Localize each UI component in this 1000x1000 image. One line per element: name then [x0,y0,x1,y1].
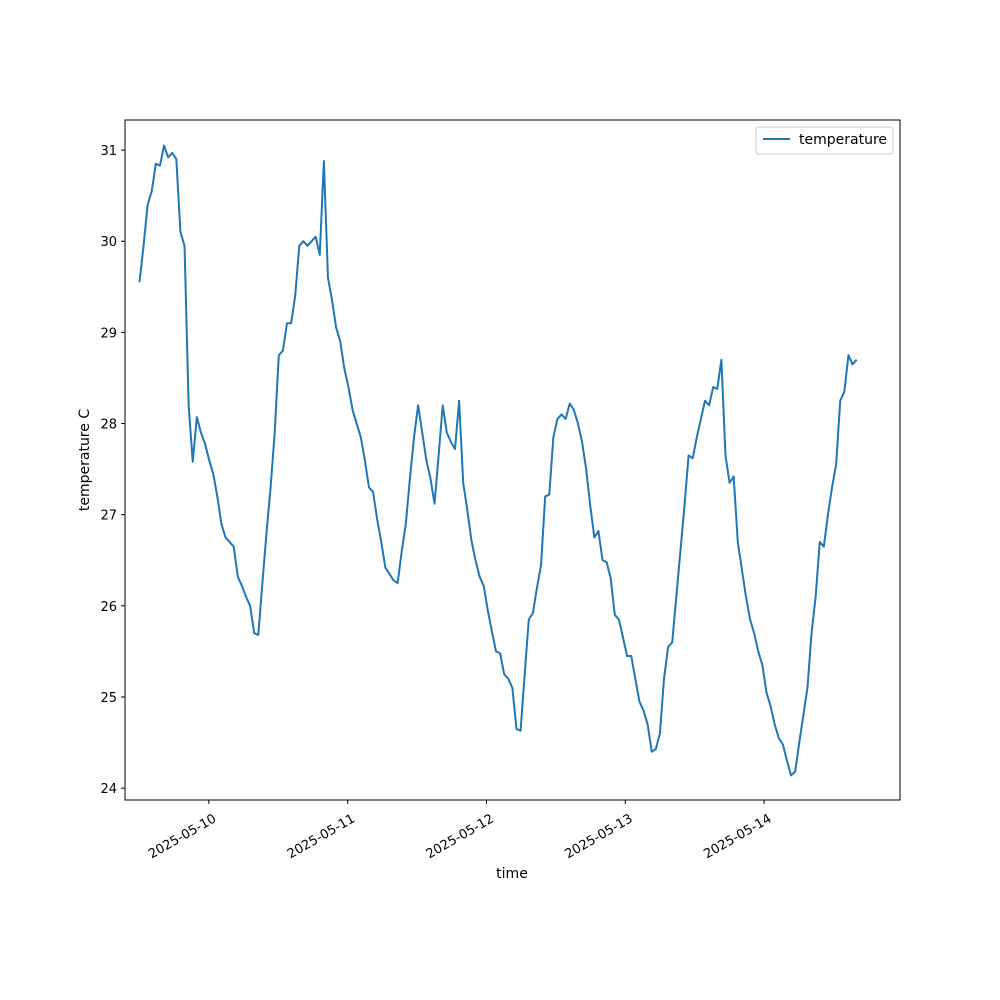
y-tick-label: 25 [100,691,117,706]
y-tick-label: 29 [100,326,117,341]
series-line-0 [138,144,858,777]
y-tick-label: 31 [100,144,117,159]
legend: temperature [755,126,894,155]
series-layer [138,144,858,777]
x-tick-label: 2025-05-12 [424,811,497,862]
x-axis-label: time [496,866,528,882]
y-tick-label: 26 [100,600,117,615]
x-tick-label: 2025-05-14 [701,811,774,862]
x-tick-label: 2025-05-11 [285,811,358,862]
plot-frame [124,119,901,801]
legend-label: temperature [799,132,887,148]
legend-box [755,126,894,155]
y-tick-label: 28 [100,418,117,433]
y-axis-label: temperature C [77,409,93,511]
x-tick-label: 2025-05-13 [563,811,636,862]
y-tick-label: 27 [100,509,117,524]
x-axis-ticks: 2025-05-10 2025-05-11 2025-05-12 2025-05-13… [146,800,774,862]
x-tick-label: 2025-05-10 [146,811,219,862]
y-axis-ticks: 24 25 26 27 28 29 30 31 [100,144,125,797]
y-tick-label: 24 [100,782,117,797]
y-tick-label: 30 [100,235,117,250]
